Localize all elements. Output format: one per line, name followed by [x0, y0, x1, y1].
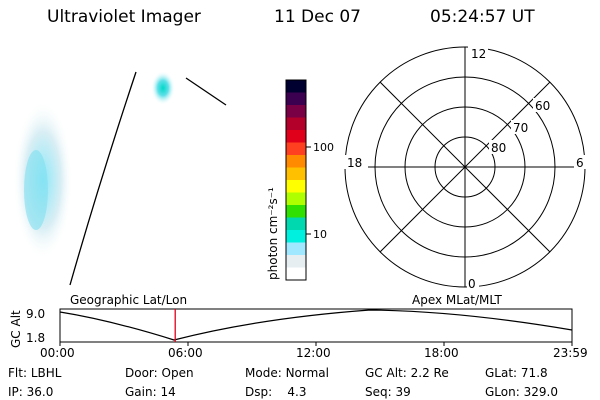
- colorbar-segment: [286, 105, 306, 118]
- status-seq: Seq: 39: [365, 385, 411, 399]
- colorbar-segment: [286, 142, 306, 156]
- polar-lat-label-80: 80: [491, 141, 506, 155]
- colorbar-segment: [286, 117, 306, 131]
- polar-lat-label-70: 70: [513, 121, 528, 135]
- colorbar-segment: [286, 242, 306, 256]
- altitude-ylabel: GC Alt: [9, 310, 23, 348]
- altitude-y-max: 9.0: [26, 307, 45, 321]
- altitude-x-tick-4: 23:59: [553, 346, 588, 360]
- polar-label-12: 12: [471, 47, 486, 61]
- colorbar-segment: [286, 230, 306, 243]
- altitude-y-min: 1.8: [26, 331, 45, 345]
- colorbar-segment: [286, 92, 306, 106]
- altitude-x-tick-2: 12:00: [296, 346, 331, 360]
- colorbar-segment: [286, 155, 306, 168]
- polar-label-6: 6: [576, 156, 584, 170]
- polar-label-0: 0: [468, 277, 476, 291]
- status-ip: IP: 36.0: [8, 385, 54, 399]
- colorbar-unit-label: photon cm⁻²s⁻¹: [266, 187, 280, 280]
- earth-limb-line: [69, 71, 137, 286]
- colorbar-segment: [286, 192, 306, 206]
- colorbar-tick-label-100: 100: [313, 141, 334, 154]
- altitude-curve: [59, 309, 573, 341]
- colorbar-segment: [286, 80, 306, 93]
- colorbar: 100 10 photon cm⁻²s⁻¹: [266, 79, 334, 281]
- status-glat: GLat: 71.8: [485, 366, 548, 380]
- altitude-plot-frame: [59, 308, 573, 343]
- geographic-image: [13, 71, 227, 286]
- colorbar-segment: [286, 255, 306, 268]
- auroral-glow-left-core: [24, 150, 48, 230]
- status-gain: Gain: 14: [125, 385, 176, 399]
- status-glon: GLon: 329.0: [485, 385, 558, 399]
- observation-date: 11 Dec 07: [274, 7, 361, 27]
- polar-label-18: 18: [347, 156, 362, 170]
- status-door: Door: Open: [125, 366, 194, 380]
- polar-diagonal-2: [379, 81, 551, 253]
- colorbar-segment: [286, 267, 306, 281]
- status-gc-alt: GC Alt: 2.2 Re: [365, 366, 449, 380]
- app-title: Ultraviolet Imager: [47, 7, 201, 27]
- altitude-x-tick-0: 00:00: [40, 346, 75, 360]
- colorbar-segment: [286, 130, 306, 143]
- altitude-x-tick-1: 06:00: [168, 346, 203, 360]
- status-mode: Mode: Normal: [245, 366, 329, 380]
- altitude-x-tick-3: 18:00: [424, 346, 459, 360]
- colorbar-segment: [286, 180, 306, 193]
- apex-panel-label: Apex MLat/MLT: [412, 293, 502, 307]
- status-dsp: Dsp: 4.3: [245, 385, 307, 399]
- colorbar-frame: [285, 79, 307, 281]
- colorbar-segment: [286, 217, 306, 231]
- colorbar-segment: [286, 167, 306, 181]
- observation-time: 05:24:57 UT: [430, 7, 535, 27]
- status-flt: Flt: LBHL: [8, 366, 62, 380]
- altitude-plot: 9.0 1.8 GC Alt 00:00 06:00 12:00 18:00 2…: [9, 307, 588, 360]
- colorbar-tick-label-10: 10: [313, 228, 327, 241]
- polar-lat-label-60: 60: [535, 99, 550, 113]
- colorbar-segment: [286, 205, 306, 218]
- earth-limb-line-right: [185, 77, 227, 106]
- auroral-spot-top: [151, 71, 175, 105]
- geographic-panel-label: Geographic Lat/Lon: [70, 293, 187, 307]
- polar-plot: [344, 46, 586, 288]
